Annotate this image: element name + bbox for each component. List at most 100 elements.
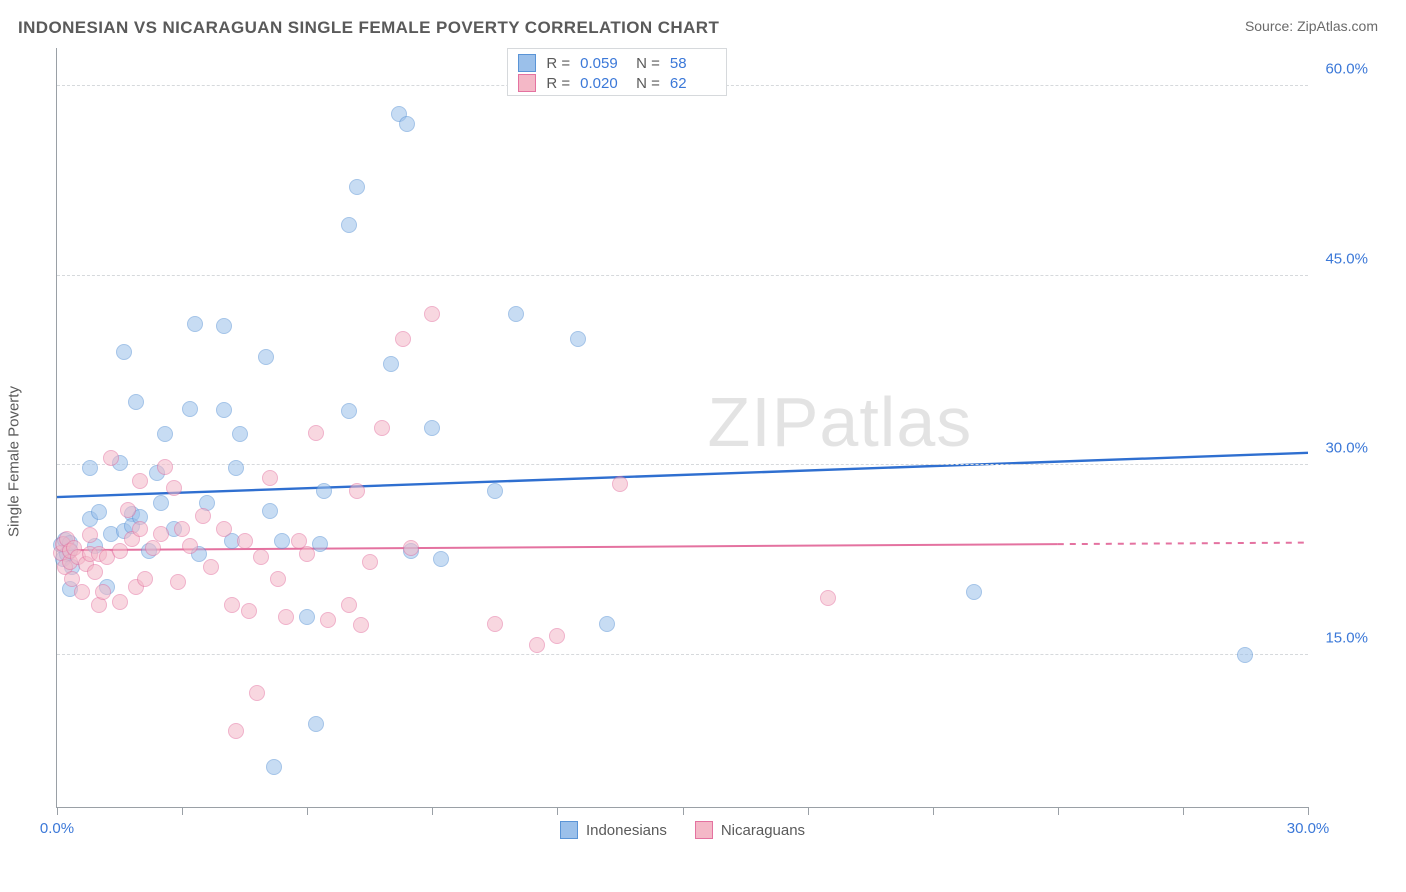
scatter-point (132, 473, 148, 489)
y-tick-label: 45.0% (1325, 250, 1368, 267)
scatter-point (362, 554, 378, 570)
scatter-point (299, 609, 315, 625)
scatter-point (216, 402, 232, 418)
scatter-point (274, 533, 290, 549)
scatter-point (112, 594, 128, 610)
scatter-point (270, 571, 286, 587)
scatter-point (116, 344, 132, 360)
scatter-point (262, 503, 278, 519)
scatter-point (353, 617, 369, 633)
scatter-point (153, 495, 169, 511)
x-tick (307, 807, 308, 815)
scatter-point (187, 316, 203, 332)
scatter-point (228, 460, 244, 476)
scatter-point (549, 628, 565, 644)
scatter-point (157, 459, 173, 475)
y-tick-label: 60.0% (1325, 60, 1368, 77)
scatter-point (299, 546, 315, 562)
scatter-point (74, 584, 90, 600)
scatter-point (424, 306, 440, 322)
scatter-point (399, 116, 415, 132)
scatter-point (349, 179, 365, 195)
x-tick (1183, 807, 1184, 815)
chart-container: Single Female Poverty ZIPatlas R =0.059N… (18, 48, 1378, 858)
scatter-point (374, 420, 390, 436)
scatter-point (258, 349, 274, 365)
scatter-point (316, 483, 332, 499)
stat-n-label: N = (636, 55, 660, 72)
scatter-point (157, 426, 173, 442)
scatter-point (599, 616, 615, 632)
scatter-point (253, 549, 269, 565)
scatter-point (120, 502, 136, 518)
x-tick (57, 807, 58, 815)
scatter-point (112, 543, 128, 559)
scatter-point (228, 723, 244, 739)
scatter-point (91, 504, 107, 520)
x-tick (1058, 807, 1059, 815)
x-tick (933, 807, 934, 815)
x-tick-label: 0.0% (40, 820, 74, 837)
scatter-point (341, 403, 357, 419)
legend-stat-row: R =0.059N =58 (518, 53, 716, 73)
scatter-point (424, 420, 440, 436)
scatter-point (216, 318, 232, 334)
scatter-point (308, 425, 324, 441)
legend-bottom: IndonesiansNicaraguans (57, 821, 1308, 839)
x-tick-label: 30.0% (1287, 820, 1330, 837)
scatter-point (266, 759, 282, 775)
legend-swatch (560, 821, 578, 839)
x-tick (557, 807, 558, 815)
chart-title: INDONESIAN VS NICARAGUAN SINGLE FEMALE P… (18, 18, 719, 38)
scatter-point (570, 331, 586, 347)
gridline-h (57, 275, 1308, 276)
scatter-point (341, 597, 357, 613)
scatter-point (487, 483, 503, 499)
scatter-point (433, 551, 449, 567)
scatter-point (487, 616, 503, 632)
scatter-point (249, 685, 265, 701)
scatter-point (87, 564, 103, 580)
stat-r-label: R = (546, 55, 570, 72)
legend-swatch (695, 821, 713, 839)
scatter-point (241, 603, 257, 619)
scatter-point (341, 217, 357, 233)
scatter-point (529, 637, 545, 653)
scatter-point (137, 571, 153, 587)
scatter-point (262, 470, 278, 486)
scatter-point (195, 508, 211, 524)
scatter-point (166, 480, 182, 496)
watermark-right: atlas (819, 383, 972, 461)
stat-n-label: N = (636, 75, 660, 92)
watermark-left: ZIP (708, 383, 820, 461)
scatter-point (216, 521, 232, 537)
stat-r-label: R = (546, 75, 570, 92)
x-tick (182, 807, 183, 815)
scatter-point (320, 612, 336, 628)
stat-n-value: 62 (670, 75, 716, 92)
scatter-point (383, 356, 399, 372)
scatter-point (308, 716, 324, 732)
scatter-point (182, 538, 198, 554)
scatter-point (132, 521, 148, 537)
x-tick (808, 807, 809, 815)
legend-stats: R =0.059N =58R =0.020N =62 (507, 48, 727, 96)
stat-r-value: 0.020 (580, 75, 626, 92)
scatter-point (278, 609, 294, 625)
scatter-point (95, 584, 111, 600)
x-tick (432, 807, 433, 815)
legend-swatch (518, 54, 536, 72)
source-label: Source: ZipAtlas.com (1245, 18, 1378, 34)
scatter-point (349, 483, 365, 499)
gridline-h (57, 464, 1308, 465)
scatter-point (174, 521, 190, 537)
watermark: ZIPatlas (708, 382, 973, 462)
scatter-point (612, 476, 628, 492)
scatter-point (224, 597, 240, 613)
y-axis-label: Single Female Poverty (6, 386, 23, 537)
scatter-point (145, 540, 161, 556)
scatter-point (153, 526, 169, 542)
scatter-point (82, 460, 98, 476)
scatter-point (82, 527, 98, 543)
scatter-point (508, 306, 524, 322)
